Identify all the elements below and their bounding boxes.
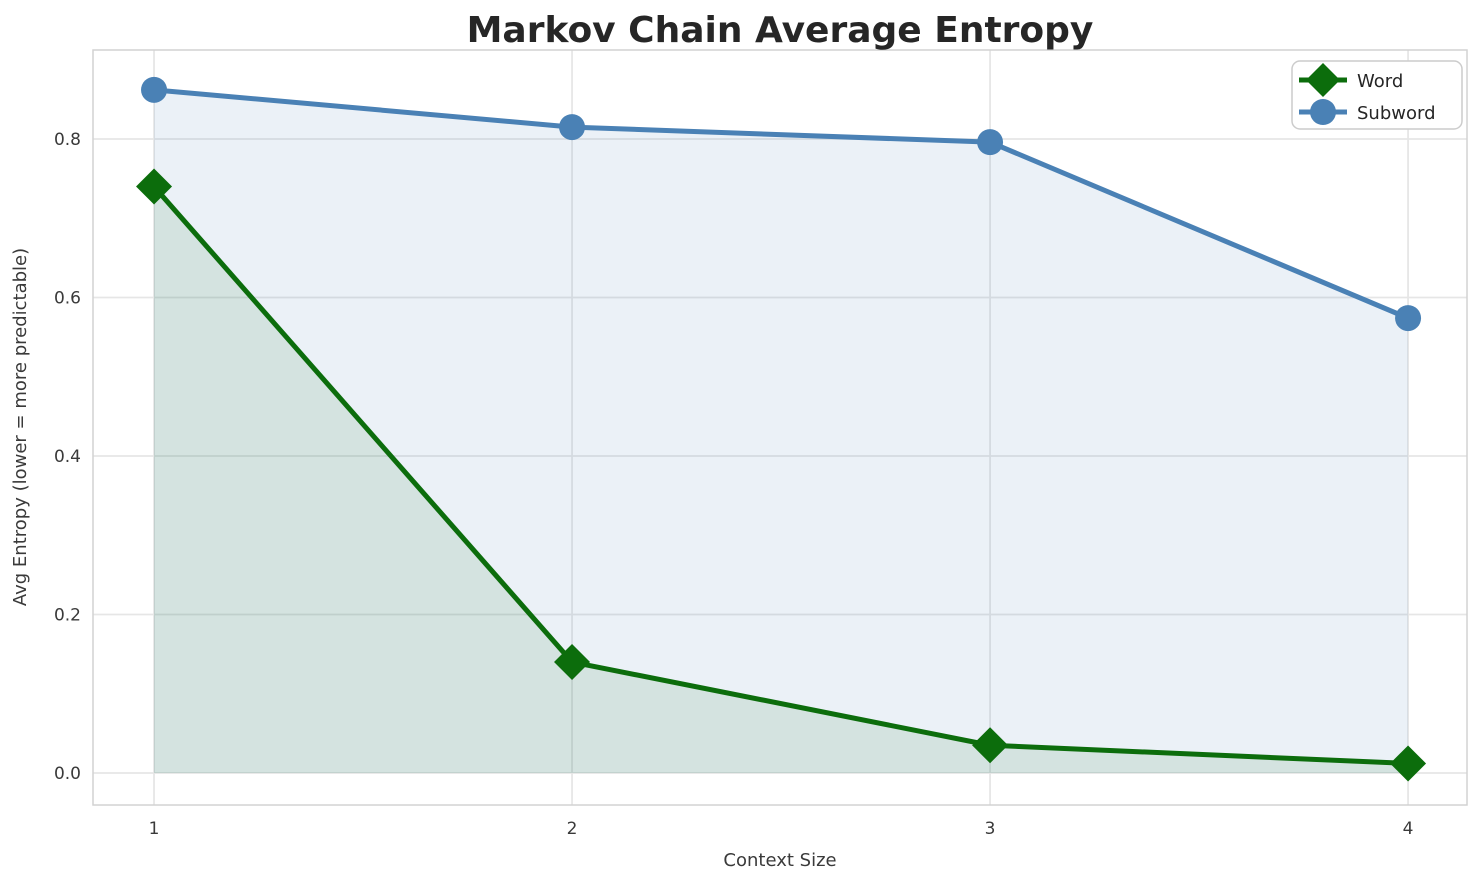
y-axis-label: Avg Entropy (lower = more predictable) xyxy=(10,248,31,606)
legend-item-subword: Subword xyxy=(1299,99,1436,125)
subword-area-fill xyxy=(154,89,1409,773)
y-tick-label: 0.8 xyxy=(54,130,81,150)
y-tick-labels: 0.0 0.2 0.4 0.6 0.8 xyxy=(54,130,81,784)
legend: Word Subword xyxy=(1291,60,1463,130)
y-tick-label: 0.0 xyxy=(54,764,81,784)
x-tick-label: 3 xyxy=(985,819,996,839)
y-tick-label: 0.2 xyxy=(54,605,81,625)
x-tick-labels: 1 2 3 4 xyxy=(149,819,1414,839)
subword-circle-icon xyxy=(1310,99,1336,125)
subword-marker-x2 xyxy=(559,114,586,141)
word-marker-x2 xyxy=(554,644,591,681)
y-tick-label: 0.4 xyxy=(54,447,81,467)
subword-marker-x3 xyxy=(977,129,1004,156)
word-diamond-icon xyxy=(1306,63,1340,97)
series-markers xyxy=(136,76,1427,782)
legend-item-word: Word xyxy=(1299,63,1403,97)
series-lines xyxy=(151,87,1411,766)
x-tick-label: 4 xyxy=(1403,819,1414,839)
word-marker-x4 xyxy=(1390,745,1427,782)
word-marker-x1 xyxy=(136,168,173,205)
area-fills xyxy=(154,89,1409,773)
word-line xyxy=(151,184,1411,766)
y-tick-label: 0.6 xyxy=(54,288,81,308)
subword-marker-x1 xyxy=(141,76,168,103)
x-axis-label: Context Size xyxy=(723,850,836,871)
x-tick-label: 1 xyxy=(149,819,160,839)
word-marker-x3 xyxy=(972,727,1009,764)
plot-frame xyxy=(92,49,1468,806)
chart-title: Markov Chain Average Entropy xyxy=(467,10,1094,51)
word-area-fill xyxy=(154,186,1409,773)
legend-label-subword: Subword xyxy=(1357,103,1436,124)
subword-marker-x4 xyxy=(1395,305,1422,332)
x-tick-label: 2 xyxy=(567,819,578,839)
subword-line xyxy=(151,87,1411,321)
legend-label-word: Word xyxy=(1357,71,1403,92)
